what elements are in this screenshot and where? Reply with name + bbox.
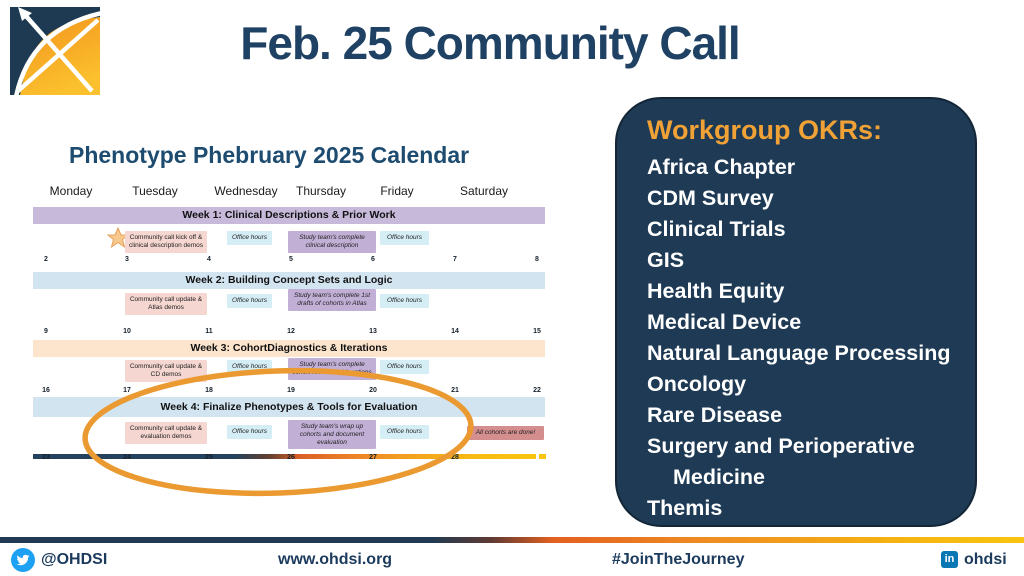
- footer: @OHDSI www.ohdsi.org #JoinTheJourney in …: [0, 543, 1024, 576]
- calendar-week-1: Week 1: Clinical Descriptions & Prior Wo…: [33, 207, 545, 263]
- event-office-hours: Office hours: [380, 425, 429, 439]
- event-office-hours: Office hours: [380, 294, 429, 308]
- event-study-team: Study team's complete cohort review and …: [288, 358, 376, 380]
- date: 23: [42, 454, 50, 461]
- linkedin-icon[interactable]: in: [941, 551, 958, 568]
- date: 9: [44, 328, 48, 335]
- week4-dates: 23 24 25 26 27 28: [33, 454, 545, 464]
- page-title: Feb. 25 Community Call: [240, 17, 740, 69]
- day-wednesday: Wednesday: [214, 184, 278, 198]
- event-community-call: Community call update & CD demos: [125, 360, 207, 382]
- event-all-cohorts-done: All cohorts are done!: [467, 426, 544, 440]
- date: 24: [123, 454, 131, 461]
- date: 10: [123, 328, 131, 335]
- week1-banner: Week 1: Clinical Descriptions & Prior Wo…: [33, 207, 545, 224]
- event-community-call: Community call kick off & clinical descr…: [125, 231, 207, 253]
- phenotype-calendar: Phenotype Phebruary 2025 Calendar Monday…: [33, 140, 546, 475]
- website-link[interactable]: www.ohdsi.org: [278, 551, 393, 568]
- event-office-hours: Office hours: [227, 294, 272, 308]
- ohdsi-logo: [10, 7, 103, 100]
- date: 26: [287, 454, 295, 461]
- event-office-hours: Office hours: [380, 231, 429, 245]
- week3-dates: 16 17 18 19 20 21 22: [33, 387, 545, 397]
- event-office-hours: Office hours: [227, 231, 272, 245]
- date: 8: [535, 256, 539, 263]
- okr-item-themis: Themis: [647, 496, 723, 520]
- date: 15: [533, 328, 541, 335]
- okr-item-africa-chapter: Africa Chapter: [647, 155, 796, 179]
- twitter-icon[interactable]: [11, 548, 35, 572]
- date: 21: [451, 387, 459, 394]
- event-study-team: Study team's complete clinical descripti…: [288, 231, 376, 253]
- week2-dates: 9 10 11 12 13 14 15: [33, 328, 545, 338]
- date: 6: [371, 256, 375, 263]
- day-friday: Friday: [380, 184, 414, 198]
- timeline-bar-cap: [539, 454, 546, 459]
- date: 17: [123, 387, 131, 394]
- okr-heading: Workgroup OKRs:: [647, 115, 882, 145]
- event-study-team: Study team's wrap up cohorts and documen…: [288, 420, 376, 450]
- date: 16: [42, 387, 50, 394]
- day-thursday: Thursday: [295, 184, 347, 198]
- date: 12: [287, 328, 295, 335]
- event-office-hours: Office hours: [227, 425, 272, 439]
- week2-banner: Week 2: Building Concept Sets and Logic: [33, 272, 545, 289]
- twitter-handle[interactable]: @OHDSI: [41, 551, 108, 568]
- calendar-week-3: Week 3: CohortDiagnostics & Iterations C…: [33, 340, 545, 394]
- okr-item-rare-disease: Rare Disease: [647, 403, 783, 427]
- date: 25: [205, 454, 213, 461]
- okr-item-nlp: Natural Language Processing: [647, 341, 951, 365]
- day-tuesday: Tuesday: [132, 184, 178, 198]
- week1-dates: 2 3 4 5 6 7 8: [33, 256, 545, 266]
- okr-item-oncology: Oncology: [647, 372, 747, 396]
- calendar-week-2: Week 2: Building Concept Sets and Logic …: [33, 272, 545, 335]
- event-community-call: Community call update & Atlas demos: [125, 293, 207, 315]
- event-office-hours: Office hours: [380, 360, 429, 374]
- event-study-team: Study team's complete 1st drafts of coho…: [288, 289, 376, 311]
- okr-item-gis: GIS: [647, 248, 685, 272]
- okr-item-medical-device: Medical Device: [647, 310, 802, 334]
- date: 13: [369, 328, 377, 335]
- hashtag-join-the-journey: #JoinTheJourney: [612, 551, 745, 568]
- calendar-title: Phenotype Phebruary 2025 Calendar: [69, 142, 470, 168]
- date: 7: [453, 256, 457, 263]
- date: 22: [533, 387, 541, 394]
- okr-item-health-equity: Health Equity: [647, 279, 785, 303]
- day-saturday: Saturday: [459, 184, 509, 198]
- date: 27: [369, 454, 377, 461]
- event-community-call: Community call update & evaluation demos: [125, 422, 207, 444]
- calendar-week-4: Week 4: Finalize Phenotypes & Tools for …: [33, 397, 546, 461]
- date: 11: [205, 328, 213, 335]
- date: 5: [289, 256, 293, 263]
- date: 2: [44, 256, 48, 263]
- event-office-hours: Office hours: [227, 360, 272, 374]
- week3-banner: Week 3: CohortDiagnostics & Iterations: [33, 340, 545, 357]
- date: 4: [207, 256, 211, 263]
- okr-item-surgery-perioperative-medicine: Surgery and Perioperative Medicine: [647, 434, 915, 489]
- linkedin-handle[interactable]: ohdsi: [964, 551, 1007, 568]
- date: 14: [451, 328, 459, 335]
- date: 20: [369, 387, 377, 394]
- date: 28: [451, 454, 459, 461]
- ohdsi-logo-icon: [10, 7, 103, 98]
- okr-item-clinical-trials: Clinical Trials: [647, 217, 786, 241]
- day-monday: Monday: [49, 184, 93, 198]
- workgroup-okrs-panel: Workgroup OKRs: Africa Chapter CDM Surve…: [615, 97, 977, 527]
- calendar-day-header: Monday Tuesday Wednesday Thursday Friday…: [33, 184, 545, 200]
- footer-gradient-stripe: [0, 537, 1024, 543]
- date: 3: [125, 256, 129, 263]
- week4-banner: Week 4: Finalize Phenotypes & Tools for …: [33, 397, 545, 417]
- date: 19: [287, 387, 295, 394]
- date: 18: [205, 387, 213, 394]
- okr-item-cdm-survey: CDM Survey: [647, 186, 774, 210]
